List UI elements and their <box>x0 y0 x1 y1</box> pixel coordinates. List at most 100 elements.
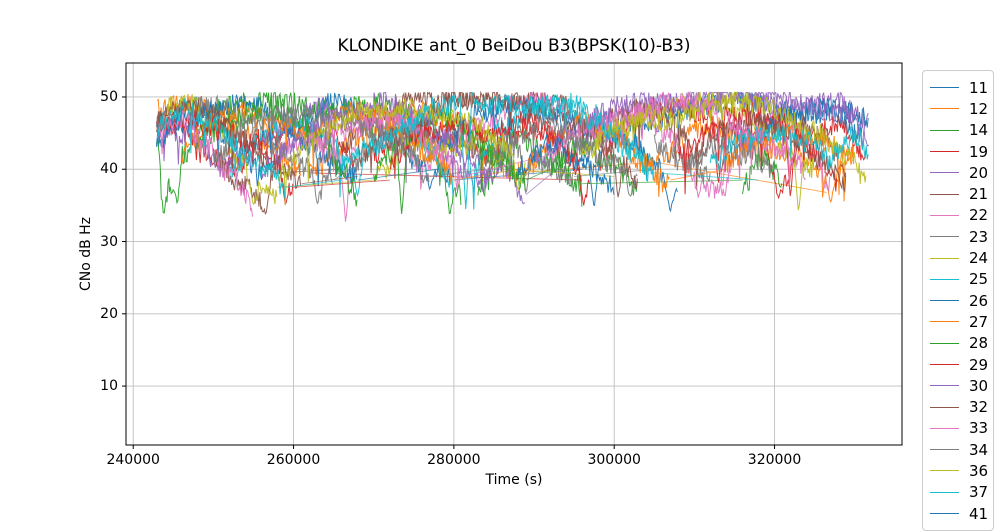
x-tick-label: 260000 <box>266 452 321 468</box>
series-link-28 <box>525 168 551 181</box>
series-line-28 <box>549 134 638 196</box>
legend-entry-label: 20 <box>969 163 989 182</box>
figure: KLONDIKE ant_0 BeiDou B3(BPSK(10)-B3) Ti… <box>78 36 994 531</box>
y-tick-label: 40 <box>100 161 118 178</box>
series-link-33 <box>461 154 551 177</box>
legend-entry: 27 <box>923 311 993 332</box>
legend-line-swatch <box>930 236 959 238</box>
legend-entry: 37 <box>923 482 993 503</box>
series-line-36 <box>581 90 867 185</box>
x-tick-label: 320000 <box>747 452 802 468</box>
legend-entry-label: 22 <box>969 206 989 225</box>
legend-line-swatch <box>930 342 959 344</box>
legend-entry-label: 14 <box>969 121 989 140</box>
series-line-34 <box>212 103 430 184</box>
legend-entry: 41 <box>923 503 993 524</box>
legend-entry: 19 <box>923 141 993 162</box>
plot-border <box>125 62 903 446</box>
chart-title: KLONDIKE ant_0 BeiDou B3(BPSK(10)-B3) <box>337 36 691 56</box>
legend-line-swatch <box>930 193 959 195</box>
series-line-37 <box>341 92 654 210</box>
legend-entry: 32 <box>923 396 993 417</box>
series-line-34 <box>485 115 638 197</box>
legend-line-swatch <box>930 513 959 515</box>
series-link-25 <box>654 172 759 181</box>
series-line-41 <box>517 134 615 195</box>
legend-line-swatch <box>930 214 959 216</box>
legend-entry: 24 <box>923 247 993 268</box>
series-link-19 <box>309 172 583 181</box>
series-link-34 <box>429 168 486 177</box>
legend-line-swatch <box>930 470 959 472</box>
legend-entry-label: 19 <box>969 142 989 161</box>
legend-entry: 36 <box>923 460 993 481</box>
legend-entry-label: 37 <box>969 483 989 502</box>
series-link-23 <box>574 168 655 177</box>
legend-entry: 33 <box>923 418 993 439</box>
series-line-32 <box>693 110 847 193</box>
legend-line-swatch <box>930 151 959 153</box>
legend-entry-label: 24 <box>969 249 989 268</box>
legend-entry-label: 25 <box>969 270 989 289</box>
legend-entry: 29 <box>923 354 993 375</box>
legend: 11 12 14 19 20 21 22 23 24 25 26 27 28 29 30 32 33 34 36 37… <box>922 70 994 531</box>
legend-line-swatch <box>930 364 959 365</box>
legend-entry-label: 34 <box>969 440 989 459</box>
x-axis-label: Time (s) <box>485 472 543 488</box>
y-tick-label: 20 <box>100 305 118 322</box>
legend-entry-label: 21 <box>969 185 989 204</box>
legend-entry-label: 11 <box>969 78 989 97</box>
legend-entry-label: 23 <box>969 227 989 246</box>
series-link-29 <box>293 179 390 188</box>
legend-entry-label: 28 <box>969 334 989 353</box>
legend-entry: 14 <box>923 120 993 141</box>
series-line-23 <box>653 134 711 185</box>
legend-line-swatch <box>930 385 959 387</box>
legend-entry: 12 <box>923 98 993 119</box>
legend-entry: 21 <box>923 183 993 204</box>
legend-entry-label: 33 <box>969 419 989 438</box>
series-line-26 <box>437 94 678 213</box>
legend-entry: 20 <box>923 162 993 183</box>
legend-line-swatch <box>930 321 959 323</box>
legend-line-swatch <box>930 108 959 110</box>
legend-entry: 23 <box>923 226 993 247</box>
legend-entry-label: 36 <box>969 461 989 480</box>
legend-entry: 22 <box>923 205 993 226</box>
legend-line-swatch <box>930 491 959 493</box>
y-tick-label: 10 <box>100 378 118 395</box>
legend-line-swatch <box>930 449 959 451</box>
legend-line-swatch <box>930 257 959 259</box>
legend-entry-label: 29 <box>969 355 989 374</box>
legend-entry: 25 <box>923 269 993 290</box>
series-line-37 <box>156 97 286 199</box>
x-tick-label: 240000 <box>106 452 160 468</box>
legend-entry: 11 <box>923 77 993 98</box>
legend-line-swatch <box>930 172 959 174</box>
legend-line-swatch <box>930 406 959 408</box>
legend-entry: 26 <box>923 290 993 311</box>
legend-line-swatch <box>930 427 959 429</box>
legend-line-swatch <box>930 129 959 131</box>
plot-area <box>122 62 903 449</box>
series-link-27 <box>670 168 727 181</box>
legend-line-swatch <box>930 278 959 280</box>
x-tick-label: 300000 <box>587 452 641 468</box>
legend-entry: 34 <box>923 439 993 460</box>
y-tick-label: 50 <box>100 88 118 105</box>
series-line-32 <box>357 90 638 198</box>
legend-entry: 28 <box>923 333 993 354</box>
legend-line-swatch <box>930 87 959 89</box>
legend-entry: 30 <box>923 375 993 396</box>
legend-entry-label: 27 <box>969 312 989 331</box>
legend-entry-label: 30 <box>969 376 989 395</box>
legend-line-swatch <box>930 300 959 302</box>
series-link-32 <box>301 176 358 185</box>
legend-entry-label: 32 <box>969 398 989 417</box>
series-line-36 <box>277 96 526 206</box>
legend-entry-label: 26 <box>969 291 989 310</box>
y-tick-label: 30 <box>100 233 118 250</box>
series-line-37 <box>709 122 869 171</box>
series-link-26 <box>357 168 438 181</box>
legend-entry-label: 12 <box>969 99 989 118</box>
